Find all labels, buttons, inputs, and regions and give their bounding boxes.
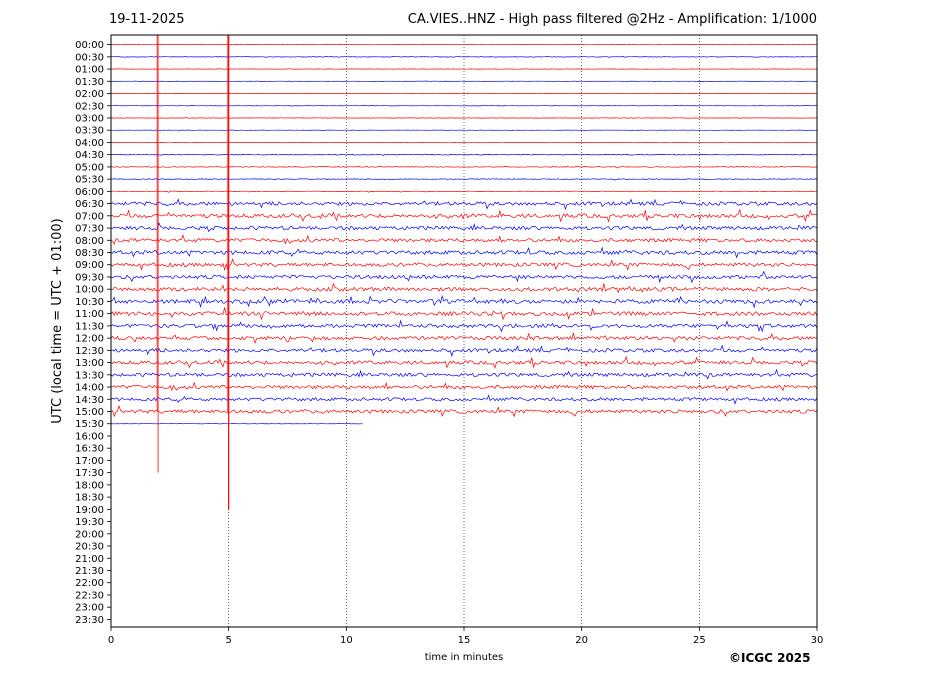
chart-title: CA.VIES..HNZ - High pass filtered @2Hz -… bbox=[407, 12, 817, 27]
y-tick-label: 07:00 bbox=[75, 211, 104, 222]
y-tick-label: 15:30 bbox=[75, 419, 104, 430]
y-tick-label: 01:00 bbox=[75, 65, 104, 76]
x-tick-label: 5 bbox=[225, 635, 231, 646]
y-tick-label: 23:00 bbox=[75, 603, 104, 614]
y-tick-label: 08:30 bbox=[75, 248, 104, 259]
y-tick-label: 13:00 bbox=[75, 358, 104, 369]
y-tick-label: 03:30 bbox=[75, 126, 104, 137]
y-tick-label: 16:00 bbox=[75, 431, 104, 442]
y-tick-label: 18:00 bbox=[75, 480, 104, 491]
y-tick-label: 17:30 bbox=[75, 468, 104, 479]
y-tick-label: 09:00 bbox=[75, 260, 104, 271]
y-tick-label: 09:30 bbox=[75, 272, 104, 283]
trace-14:30 bbox=[110, 394, 818, 405]
x-tick-label: 10 bbox=[340, 635, 353, 646]
trace-08:30 bbox=[110, 246, 818, 259]
y-tick-label: 19:00 bbox=[75, 505, 104, 516]
plot-frame bbox=[110, 34, 818, 628]
x-tick-label: 25 bbox=[693, 635, 706, 646]
y-tick-label: 03:00 bbox=[75, 113, 104, 124]
y-tick-label: 18:30 bbox=[75, 493, 104, 504]
y-tick-label: 15:00 bbox=[75, 407, 104, 418]
y-tick-label: 14:30 bbox=[75, 395, 104, 406]
y-tick-label: 17:00 bbox=[75, 456, 104, 467]
trace-06:00 bbox=[110, 190, 817, 193]
y-tick-label: 21:00 bbox=[75, 554, 104, 565]
y-tick-label: 11:00 bbox=[75, 309, 104, 320]
trace-04:00 bbox=[110, 141, 818, 144]
y-axis-label: UTC (local time = UTC + 01:00) bbox=[50, 218, 65, 423]
x-axis-label: time in minutes bbox=[425, 652, 504, 663]
y-tick-label: 20:00 bbox=[75, 529, 104, 540]
y-tick-label: 06:30 bbox=[75, 199, 104, 210]
y-tick-label: 23:30 bbox=[75, 615, 104, 626]
y-tick-label: 10:30 bbox=[75, 297, 104, 308]
x-tick-label: 15 bbox=[458, 635, 471, 646]
y-tick-label: 05:30 bbox=[75, 175, 104, 186]
y-tick-label: 22:00 bbox=[75, 578, 104, 589]
y-tick-label: 02:30 bbox=[75, 101, 104, 112]
y-tick-label: 01:30 bbox=[75, 77, 104, 88]
y-tick-label: 04:00 bbox=[75, 138, 104, 149]
y-tick-label: 12:00 bbox=[75, 334, 104, 345]
y-tick-label: 20:30 bbox=[75, 542, 104, 553]
y-tick-label: 02:00 bbox=[75, 89, 104, 100]
y-tick-label: 00:30 bbox=[75, 52, 104, 63]
y-tick-label: 11:30 bbox=[75, 321, 104, 332]
credit-label: ©ICGC 2025 bbox=[729, 651, 811, 665]
y-tick-label: 12:30 bbox=[75, 346, 104, 357]
y-tick-label: 16:30 bbox=[75, 444, 104, 455]
y-tick-label: 05:00 bbox=[75, 162, 104, 173]
x-tick-label: 20 bbox=[575, 635, 588, 646]
y-tick-label: 22:30 bbox=[75, 590, 104, 601]
trace-13:00 bbox=[110, 355, 818, 369]
date-label: 19-11-2025 bbox=[109, 12, 185, 27]
trace-03:00 bbox=[110, 117, 818, 119]
y-tick-label: 04:30 bbox=[75, 150, 104, 161]
trace-09:30 bbox=[110, 270, 818, 284]
y-tick-label: 08:00 bbox=[75, 236, 104, 247]
y-tick-label: 13:30 bbox=[75, 370, 104, 381]
y-tick-label: 07:30 bbox=[75, 224, 104, 235]
y-tick-label: 10:00 bbox=[75, 285, 104, 296]
y-tick-label: 21:30 bbox=[75, 566, 104, 577]
x-tick-label: 30 bbox=[811, 635, 824, 646]
trace-07:00 bbox=[110, 208, 818, 223]
y-tick-label: 06:00 bbox=[75, 187, 104, 198]
y-tick-label: 00:00 bbox=[75, 40, 104, 51]
y-tick-label: 19:30 bbox=[75, 517, 104, 528]
x-tick-label: 0 bbox=[108, 635, 114, 646]
y-tick-label: 14:00 bbox=[75, 383, 104, 394]
